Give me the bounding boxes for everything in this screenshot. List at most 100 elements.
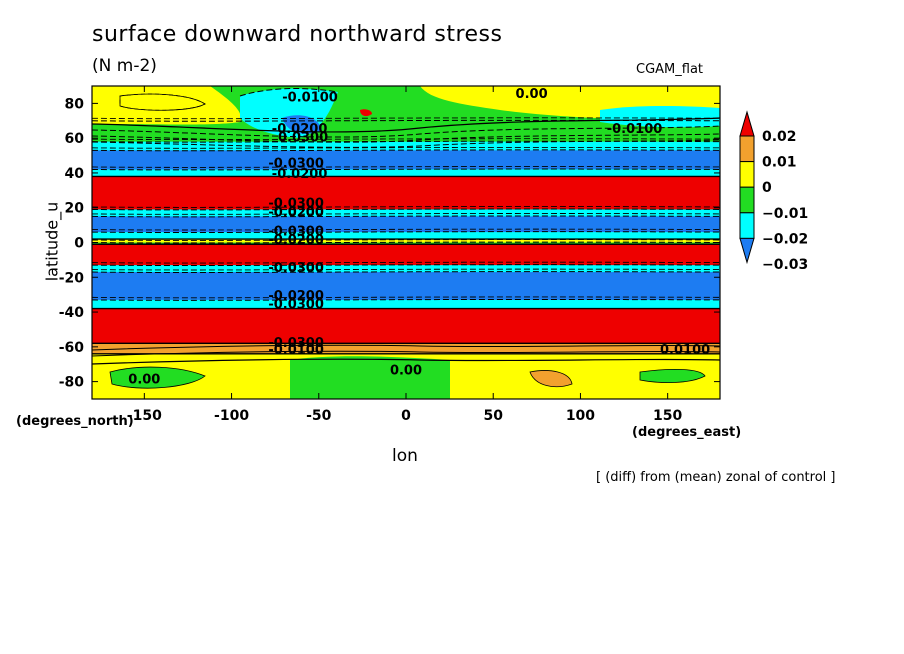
zonal-band: [92, 299, 720, 310]
zonal-band: [92, 265, 720, 273]
band-contour: [92, 208, 720, 211]
contour-label: -0.0300: [268, 157, 324, 172]
y-tick-label: -40: [59, 305, 85, 321]
contour-label: -0.0200: [272, 167, 328, 182]
zonal-band: [92, 169, 720, 178]
band-contour: [92, 206, 720, 208]
x-axis-ticks: -150 -100 -50 0 50 100 150: [127, 86, 683, 424]
colorbar: 0.02 0.01 0 −0.01 −0.02 −0.03: [739, 110, 808, 273]
zonal-band: [92, 216, 720, 233]
contour-label: 0.00: [390, 364, 422, 379]
zonal-band: [92, 176, 720, 211]
contour-label: -0.0200: [268, 205, 324, 220]
colorbar-label: 0.02: [762, 129, 797, 145]
contour-label: -0.0300: [268, 336, 324, 351]
band-contour: [92, 140, 720, 143]
zonal-band: [92, 308, 720, 344]
x-tick-label: 50: [483, 408, 503, 424]
colorbar-label: −0.02: [762, 231, 808, 247]
y-tick-label: -80: [59, 375, 85, 391]
band-contour: [92, 146, 720, 149]
band-contour: [92, 271, 720, 273]
contour-label: 0.00: [516, 87, 548, 102]
x-axis-units: (degrees_east): [632, 425, 742, 440]
colorbar-swatch: [739, 135, 755, 163]
contour-labels: -0.0100 0.00-0.02000.0300-0.0100-0.0300-0…: [128, 87, 710, 387]
band-contour: [92, 231, 720, 233]
y-tick-label: 20: [65, 201, 85, 217]
band-contour: [92, 166, 720, 168]
band-contour: [92, 149, 720, 152]
band-contour: [92, 261, 720, 264]
zonal-band: [92, 343, 720, 355]
contour-label: 0.0300: [278, 131, 328, 146]
contour-label: -0.0100: [268, 343, 324, 358]
zonal-band: [92, 150, 720, 171]
zonal-band: [92, 209, 720, 218]
band-contour: [92, 264, 720, 267]
contour-label: -0.0200: [268, 289, 324, 304]
zonal-band: [92, 244, 720, 266]
colorbar-arrow-top: [739, 110, 755, 137]
band-contour: [92, 298, 720, 301]
contour-label: -0.0300: [268, 261, 324, 276]
colorbar-swatch: [739, 161, 755, 188]
y-axis-units: (degrees_north): [16, 414, 134, 429]
band-contour: [92, 237, 720, 241]
contour-label: -0.0100: [607, 122, 663, 137]
band-contour: [92, 117, 720, 120]
regional-anomalies: [92, 86, 720, 399]
contour-label: -0.0300: [268, 225, 324, 240]
contour-label: 0.00: [128, 372, 160, 387]
x-tick-label: 150: [653, 408, 682, 424]
y-tick-label: 0: [74, 236, 84, 252]
contour-fill-layer: -0.0100 0.00-0.02000.0300-0.0100-0.0300-0…: [92, 86, 720, 399]
x-tick-label: -50: [306, 408, 332, 424]
x-tick-label: 100: [566, 408, 595, 424]
band-contour: [92, 215, 720, 218]
contour-label: -0.0200: [268, 233, 324, 248]
x-tick-label: -150: [127, 408, 162, 424]
x-axis-label: lon: [392, 446, 418, 466]
colorbar-label: −0.01: [762, 206, 808, 222]
band-edge-contours: [92, 117, 720, 355]
band-contour: [92, 352, 720, 355]
colorbar-label: 0: [762, 180, 772, 196]
model-name: CGAM_flat: [636, 62, 704, 77]
band-contour: [92, 268, 720, 271]
band-contour: [92, 175, 720, 178]
colorbar-label: 0.01: [762, 155, 797, 171]
x-tick-label: -100: [214, 408, 249, 424]
band-contour: [92, 138, 720, 141]
y-tick-label: -60: [59, 340, 85, 356]
band-contour: [92, 241, 720, 244]
contour-label: -0.0200: [272, 122, 328, 137]
zonal-band: [92, 120, 720, 143]
contour-label: -0.0100: [282, 91, 338, 106]
contour-label: -0.0300: [268, 197, 324, 212]
contour-lines: [92, 88, 720, 389]
colorbar-label: −0.03: [762, 257, 808, 273]
y-tick-label: 40: [65, 166, 85, 182]
zonal-band: [92, 232, 720, 240]
band-contour: [92, 243, 720, 246]
footnote: [ (diff) from (mean) zonal of control ]: [596, 470, 836, 485]
zonal-band: [92, 141, 720, 151]
y-tick-label: 80: [65, 96, 85, 112]
band-contour: [92, 213, 720, 215]
band-contour: [92, 168, 720, 171]
y-tick-label: 60: [65, 131, 85, 147]
colorbar-arrow-bottom: [739, 237, 755, 265]
colorbar-swatch: [739, 186, 755, 214]
zonal-band: [92, 272, 720, 301]
band-contour: [92, 228, 720, 231]
band-contour: [92, 342, 720, 345]
band-contour: [92, 119, 720, 122]
zonal-band: [92, 239, 720, 244]
x-tick-label: 0: [401, 408, 411, 424]
y-tick-label: -20: [59, 270, 85, 286]
band-contour: [92, 239, 720, 241]
contour-label: 0.0100: [660, 343, 710, 358]
contour-label: -0.0300: [268, 298, 324, 313]
chart-title: surface downward northward stress: [92, 22, 503, 47]
